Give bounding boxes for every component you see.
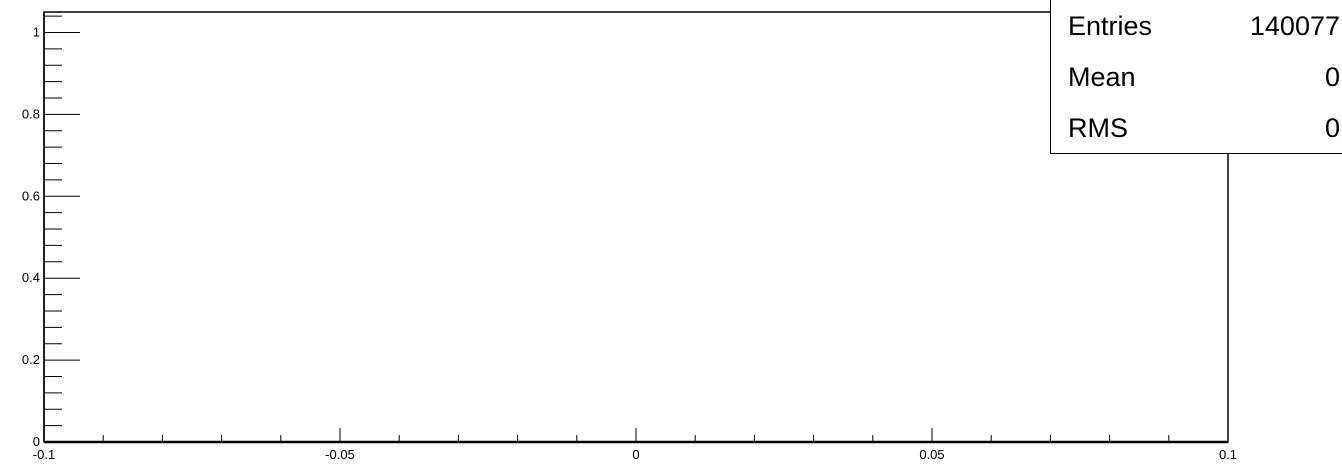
stats-label: Mean bbox=[1068, 61, 1136, 92]
x-tick-label: -0.1 bbox=[33, 447, 55, 462]
stats-label: RMS bbox=[1068, 112, 1128, 143]
stats-row-entries: Entries 140077 bbox=[1068, 3, 1340, 49]
stats-label: Entries bbox=[1068, 10, 1153, 41]
y-tick-label: 1 bbox=[33, 24, 40, 39]
y-tick-label: 0.4 bbox=[22, 270, 40, 285]
x-tick-label: 0 bbox=[632, 447, 639, 462]
y-axis: 0 0.2 0.4 0.6 0.8 1 bbox=[22, 12, 80, 449]
x-tick-label: 0.05 bbox=[919, 447, 944, 462]
y-tick-label: 0.8 bbox=[22, 106, 40, 121]
stats-value: 0 bbox=[1324, 61, 1340, 92]
y-tick-label: 0 bbox=[33, 434, 40, 449]
stats-value: 0 bbox=[1324, 112, 1340, 143]
y-tick-label: 0.6 bbox=[22, 188, 40, 203]
x-tick-label: 0.1 bbox=[1219, 447, 1237, 462]
x-axis: -0.1 -0.05 0 0.05 0.1 bbox=[33, 428, 1237, 462]
y-tick-label: 0.2 bbox=[22, 352, 40, 367]
stats-row-mean: Mean 0 bbox=[1068, 54, 1340, 100]
stats-box: Entries 140077 Mean 0 RMS 0 bbox=[1050, 0, 1342, 154]
stats-row-rms: RMS 0 bbox=[1068, 105, 1340, 151]
x-tick-label: -0.05 bbox=[325, 447, 355, 462]
stats-value: 140077 bbox=[1249, 10, 1340, 41]
